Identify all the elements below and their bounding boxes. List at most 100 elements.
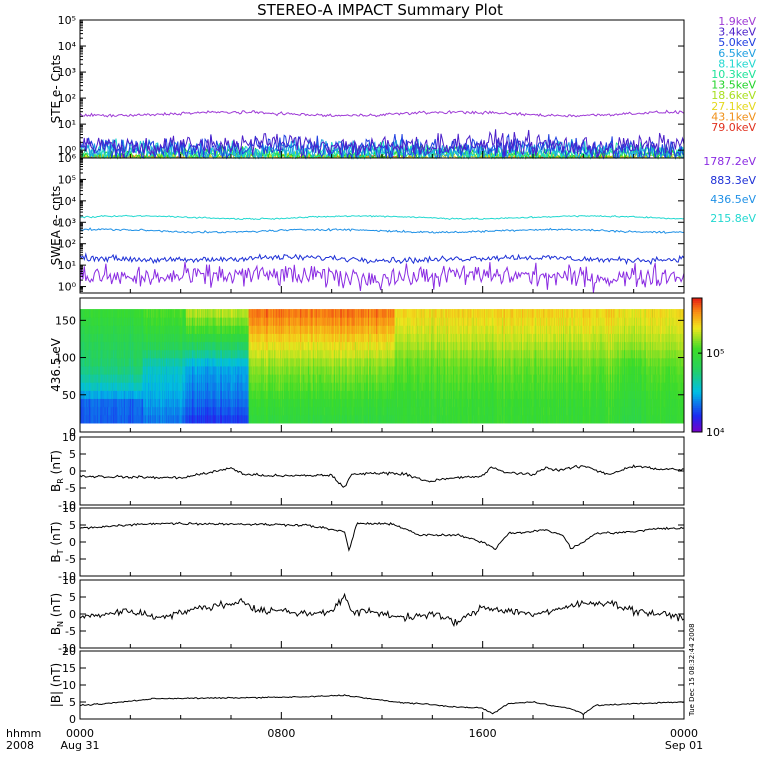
pad-heatmap-cell	[114, 390, 116, 400]
pad-heatmap-cell	[97, 398, 99, 408]
pad-heatmap-cell	[93, 341, 94, 351]
pad-heatmap-cell	[112, 374, 114, 383]
pad-heatmap-cell	[103, 357, 105, 367]
pad-heatmap-cell	[105, 366, 107, 375]
pad-heatmap-cell	[101, 406, 103, 416]
pad-heatmap-cell	[90, 341, 91, 351]
pad-heatmap-cell	[97, 357, 99, 367]
pad-heatmap-cell	[106, 349, 108, 359]
pad-heatmap-cell	[82, 333, 84, 343]
pad-heatmap-cell	[115, 382, 117, 391]
pad-heatmap-cell	[91, 374, 93, 383]
pad-heatmap-cell	[85, 349, 86, 359]
pad-heatmap-cell	[103, 349, 105, 359]
pad-heatmap-cell	[118, 374, 119, 383]
pad-heatmap-cell	[82, 333, 83, 343]
pad-heatmap-cell	[112, 341, 114, 351]
pad-heatmap-cell	[110, 317, 112, 326]
pad-heatmap-cell	[100, 414, 101, 424]
pad-heatmap-cell	[111, 390, 113, 400]
pad-heatmap-cell	[98, 414, 100, 424]
pad-heatmap-cell	[87, 333, 89, 343]
pad-heatmap-cell	[111, 325, 112, 334]
pad-heatmap-cell	[92, 317, 93, 326]
pad-heatmap-cell	[92, 366, 93, 375]
pad-heatmap-cell	[84, 414, 86, 424]
pad-heatmap-cell	[109, 398, 111, 408]
pad-heatmap-cell	[116, 406, 118, 416]
pad-heatmap-cell	[87, 406, 89, 416]
pad-heatmap-cell	[91, 406, 93, 416]
pad-heatmap-cell	[111, 325, 113, 334]
pad-heatmap-cell	[105, 317, 106, 326]
pad-heatmap-cell	[103, 341, 104, 351]
pad-heatmap-cell	[85, 309, 86, 318]
pad-heatmap-cell	[92, 414, 94, 424]
pad-heatmap-cell	[89, 414, 91, 424]
pad-heatmap-cell	[117, 398, 119, 408]
pad-heatmap-cell	[103, 366, 105, 375]
pad-heatmap-cell	[110, 406, 112, 416]
pad-heatmap-cell	[118, 398, 120, 408]
pad-heatmap-cell	[116, 414, 118, 424]
pad-heatmap-cell	[96, 366, 98, 375]
pad-heatmap-cell	[82, 349, 83, 359]
pad-heatmap-cell	[103, 414, 105, 424]
pad-heatmap-cell	[98, 333, 100, 343]
pad-heatmap-cell	[100, 317, 102, 326]
pad-heatmap-cell	[108, 333, 110, 343]
pad-heatmap-cell	[102, 382, 104, 391]
pad-heatmap-cell	[87, 333, 88, 343]
pad-heatmap-cell	[105, 374, 106, 383]
pad-heatmap-cell	[88, 382, 90, 391]
pad-heatmap-cell	[85, 325, 86, 334]
pad-heatmap-cell	[89, 390, 91, 400]
pad-heatmap-cell	[102, 357, 104, 367]
pad-heatmap-cell	[107, 317, 109, 326]
pad-heatmap-cell	[115, 366, 117, 375]
pad-heatmap-cell	[108, 398, 110, 408]
pad-heatmap-cell	[102, 333, 104, 343]
pad-heatmap-cell	[101, 357, 103, 367]
pad-heatmap-cell	[87, 374, 89, 383]
pad-heatmap-cell	[83, 349, 85, 359]
pad-heatmap-cell	[85, 357, 86, 367]
pad-heatmap-cell	[107, 309, 109, 318]
pad-heatmap-cell	[96, 382, 98, 391]
pad-heatmap-cell	[102, 309, 104, 318]
pad-heatmap-cell	[116, 398, 117, 408]
pad-heatmap-cell	[101, 366, 103, 375]
pad-heatmap-cell	[114, 398, 116, 408]
pad-heatmap-cell	[86, 357, 88, 367]
pad-heatmap-cell	[116, 382, 117, 391]
pad-heatmap-cell	[109, 414, 111, 424]
pad-heatmap-cell	[103, 390, 104, 400]
pad-heatmap-cell	[115, 325, 117, 334]
pad-heatmap-cell	[97, 374, 99, 383]
pad-heatmap-cell	[106, 414, 108, 424]
pad-heatmap-cell	[82, 317, 83, 326]
pad-heatmap-cell	[98, 406, 100, 416]
pad-heatmap-cell	[103, 309, 105, 318]
pad-heatmap-cell	[93, 398, 94, 408]
pad-heatmap-cell	[112, 309, 114, 318]
pad-heatmap-cell	[113, 406, 114, 416]
pad-heatmap-cell	[112, 406, 114, 416]
pad-heatmap-cell	[100, 317, 102, 326]
pad-heatmap-cell	[112, 374, 114, 383]
pad-heatmap-cell	[106, 366, 108, 375]
pad-heatmap-cell	[108, 349, 110, 359]
pad-heatmap-cell	[95, 382, 97, 391]
pad-heatmap-cell	[112, 414, 114, 424]
pad-heatmap-cell	[100, 341, 102, 351]
pad-heatmap-cell	[115, 390, 117, 400]
pad-heatmap-cell	[118, 309, 119, 318]
pad-heatmap-cell	[89, 366, 91, 375]
pad-heatmap-cell	[113, 325, 114, 334]
pad-heatmap-cell	[108, 366, 110, 375]
pad-heatmap-cell	[103, 366, 105, 375]
pad-heatmap-cell	[96, 309, 98, 318]
pad-heatmap-cell	[118, 341, 120, 351]
pad-heatmap-cell	[93, 341, 95, 351]
pad-heatmap-cell	[108, 349, 109, 359]
